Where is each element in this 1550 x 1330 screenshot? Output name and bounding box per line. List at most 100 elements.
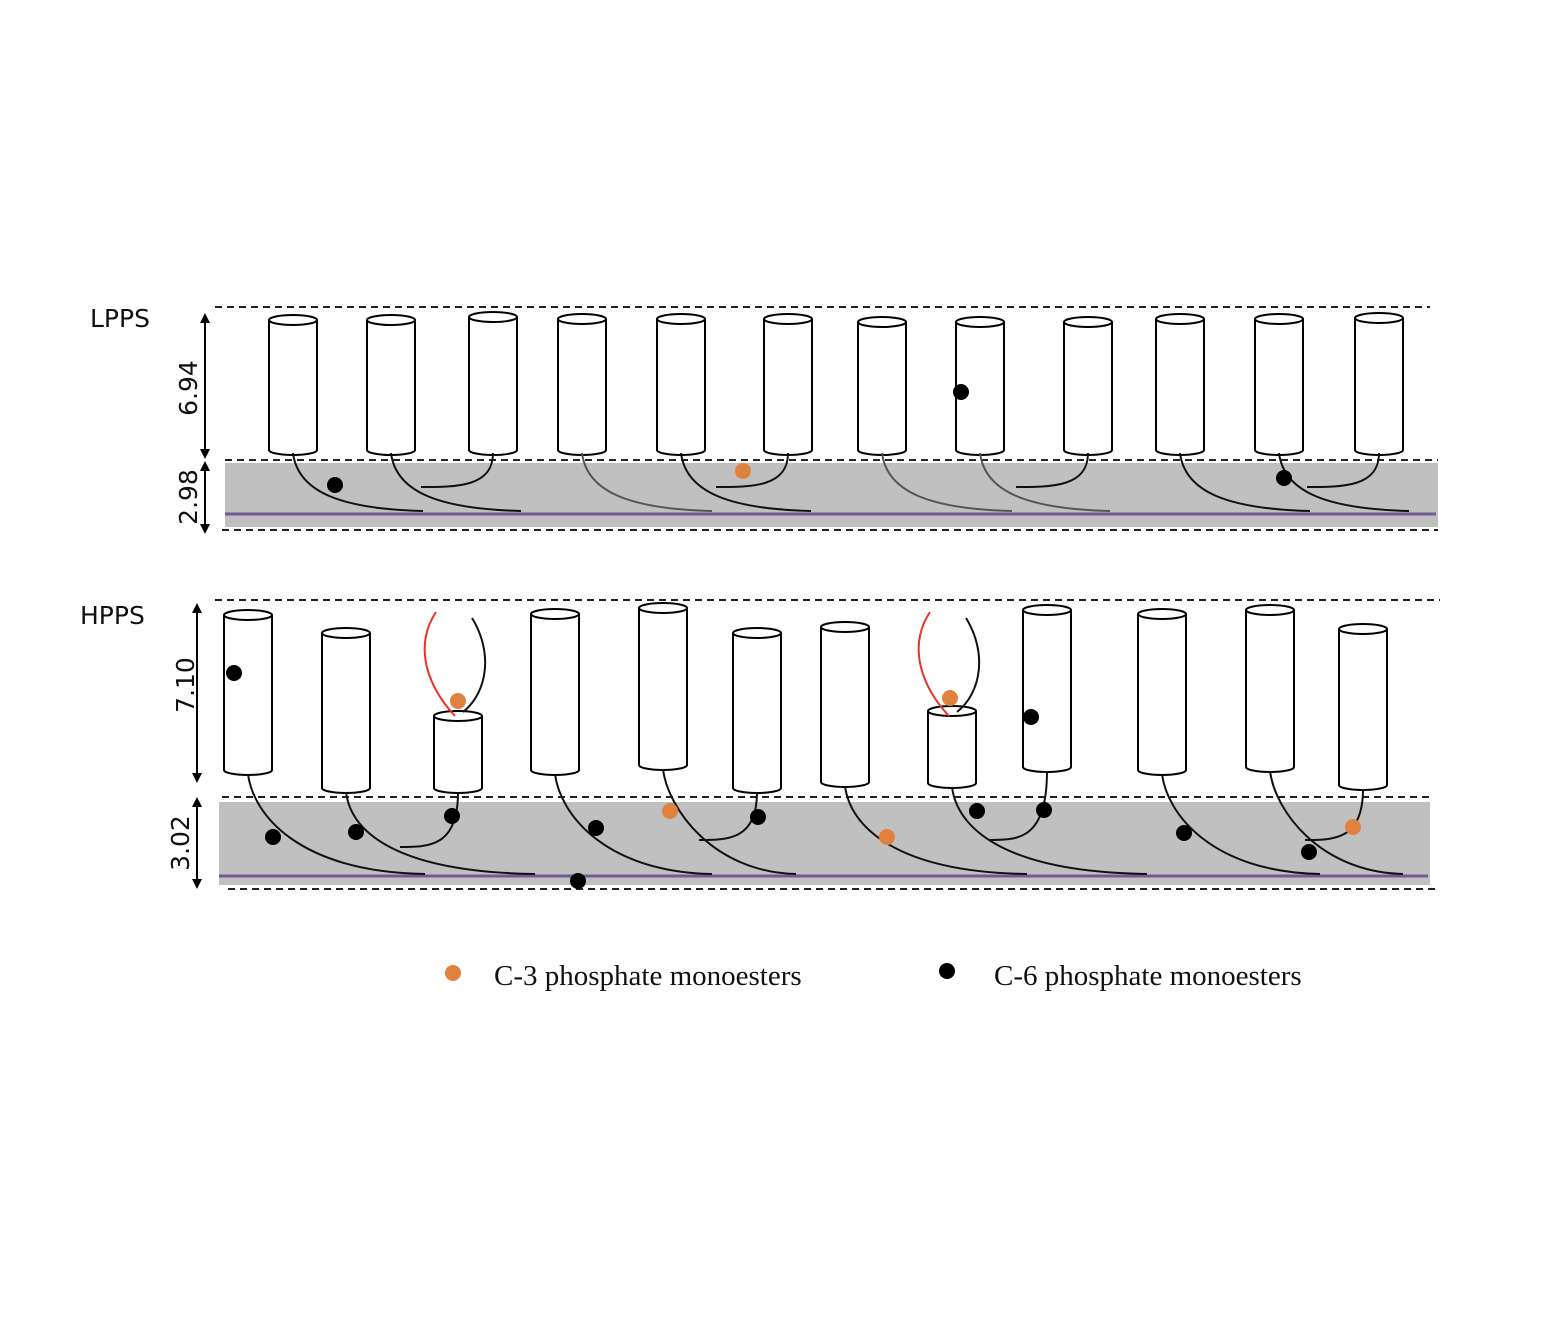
lpps-cylinder [656, 319, 706, 456]
hpps-tail-branch [1304, 788, 1364, 841]
c6-phosphate-dot [969, 803, 985, 819]
lpps-cylinder-top [656, 313, 706, 325]
red-loop-chain [423, 611, 456, 717]
hpps-upper-arrow-head-top [192, 603, 202, 613]
legend-c6-dot [939, 963, 955, 979]
black-loop-chain [462, 617, 487, 713]
c3-phosphate-dot [735, 463, 751, 479]
hpps-cylinder-top [321, 627, 371, 639]
hpps-tail [554, 773, 713, 875]
c3-phosphate-dot [879, 829, 895, 845]
red-loop-chain [917, 611, 950, 717]
lpps-upper-arrow-head-bottom [200, 449, 210, 459]
hpps-tail [662, 768, 797, 875]
c6-phosphate-dot [588, 820, 604, 836]
lpps-headgroup-band [225, 463, 1438, 527]
lpps-tail [680, 452, 812, 512]
hpps-tail-branch [399, 791, 459, 848]
lpps-cylinder-top [268, 314, 318, 326]
c3-phosphate-dot [942, 690, 958, 706]
lpps-cylinder-top [1354, 312, 1404, 324]
lpps-cylinder-top [1063, 316, 1113, 328]
hpps-cylinder [321, 633, 371, 794]
hpps-cylinder [732, 633, 782, 794]
hpps-cylinder-top [1338, 623, 1388, 635]
c6-phosphate-dot [1301, 844, 1317, 860]
lpps-cylinder [1155, 319, 1205, 456]
hpps-cylinder-top [1022, 604, 1072, 616]
lpps-tail [581, 452, 713, 512]
hpps-cylinder [530, 614, 580, 776]
lpps-cylinder-top [763, 313, 813, 325]
c6-phosphate-dot [1023, 709, 1039, 725]
hpps-cylinder [638, 608, 688, 771]
hpps-tail [951, 786, 1148, 875]
hpps-tail [345, 791, 536, 875]
lpps-cylinder [763, 319, 813, 456]
lpps-cylinder [366, 320, 416, 456]
lpps-lower-arrow-head-top [200, 461, 210, 471]
hpps-tail-branch [698, 791, 758, 841]
hpps-upper-dimension: 7.10 [171, 657, 200, 713]
lpps-cylinder [557, 319, 607, 456]
hpps-label: HPPS [80, 601, 145, 630]
hpps-cylinder-top [1245, 604, 1295, 616]
lpps-tail-branch [1306, 452, 1380, 488]
c6-phosphate-dot [348, 824, 364, 840]
lpps-label: LPPS [90, 304, 150, 333]
hpps-headgroup-band [219, 802, 1430, 885]
legend-c3-dot [445, 965, 461, 981]
lpps-cylinder-top [955, 316, 1005, 328]
lpps-upper-dimension: 6.94 [174, 360, 203, 416]
hpps-cylinder-top [1137, 608, 1187, 620]
lpps-tail [1278, 452, 1410, 512]
c6-phosphate-dot [1176, 825, 1192, 841]
hpps-upper-arrow-head-bottom [192, 773, 202, 783]
lpps-upper-arrow-head-top [200, 313, 210, 323]
lpps-tail-branch [420, 452, 494, 488]
hpps-cylinder-top [638, 602, 688, 614]
hpps-cylinder-top [223, 609, 273, 621]
c6-phosphate-dot [570, 873, 586, 889]
lpps-cylinder [268, 320, 318, 456]
c6-phosphate-dot [444, 808, 460, 824]
legend-c3-label: C-3 phosphate monoesters [494, 960, 802, 992]
hpps-cylinder [1245, 610, 1295, 773]
hpps-lower-arrow-head-bottom [192, 879, 202, 889]
hpps-cylinder [820, 627, 870, 788]
c6-phosphate-dot [1036, 802, 1052, 818]
hpps-tail-branch [988, 770, 1048, 841]
lpps-tail [881, 452, 1013, 512]
lpps-cylinder [1354, 318, 1404, 456]
hpps-cylinder [1137, 614, 1187, 776]
c6-phosphate-dot [1276, 470, 1292, 486]
hpps-cylinder-top [433, 710, 483, 722]
lpps-tail [1179, 452, 1311, 512]
hpps-cylinder [1338, 629, 1388, 791]
lpps-cylinder-top [557, 313, 607, 325]
hpps-cylinder [223, 615, 273, 776]
hpps-cylinder-top [927, 705, 977, 717]
c3-phosphate-dot [450, 693, 466, 709]
c6-phosphate-dot [953, 384, 969, 400]
c3-phosphate-dot [1345, 819, 1361, 835]
lpps-cylinder [1254, 319, 1304, 456]
legend-c6-label: C-6 phosphate monoesters [994, 960, 1302, 992]
hpps-cylinder [927, 711, 977, 789]
lpps-tail-branch [1015, 452, 1089, 488]
lpps-lower-dimension: 2.98 [174, 469, 203, 525]
lpps-cylinder-top [366, 314, 416, 326]
hpps-cylinder-top [820, 621, 870, 633]
c6-phosphate-dot [226, 665, 242, 681]
black-loop-chain [956, 617, 981, 713]
lpps-tail [292, 452, 424, 512]
hpps-tail [1269, 770, 1404, 875]
hpps-cylinder-top [732, 627, 782, 639]
hpps-cylinder-top [530, 608, 580, 620]
lpps-cylinder-top [1155, 313, 1205, 325]
c6-phosphate-dot [750, 809, 766, 825]
c6-phosphate-dot [265, 829, 281, 845]
hpps-tail [1161, 773, 1321, 875]
